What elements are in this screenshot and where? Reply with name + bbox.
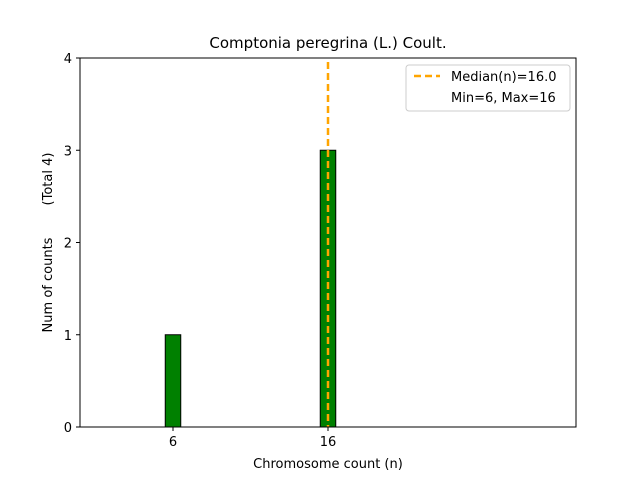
chart-title: Comptonia peregrina (L.) Coult. [209, 34, 446, 52]
x-axis-label: Chromosome count (n) [253, 457, 403, 472]
x-axis-ticks: 6 16 [169, 427, 336, 450]
legend-range-entry: Min=6, Max=16 [451, 91, 556, 106]
legend: Median(n)=16.0 Min=6, Max=16 [405, 64, 571, 112]
y-axis-label: Num of counts [41, 237, 56, 332]
legend-box [405, 64, 571, 112]
legend-median-entry: Median(n)=16.0 [451, 70, 557, 85]
y-tick-label-4: 4 [64, 52, 72, 67]
y-tick-label-3: 3 [64, 144, 72, 159]
x-tick-label-6: 6 [169, 435, 177, 450]
y-tick-label-2: 2 [64, 237, 72, 252]
y-tick-label-0: 0 [64, 421, 72, 436]
bar-n-6 [164, 334, 182, 428]
y-tick-label-1: 1 [64, 329, 72, 344]
y-axis-ticks: 0 1 2 3 4 [64, 52, 80, 436]
y-axis-total-note: (Total 4) [41, 153, 56, 206]
x-tick-label-16: 16 [320, 435, 337, 450]
